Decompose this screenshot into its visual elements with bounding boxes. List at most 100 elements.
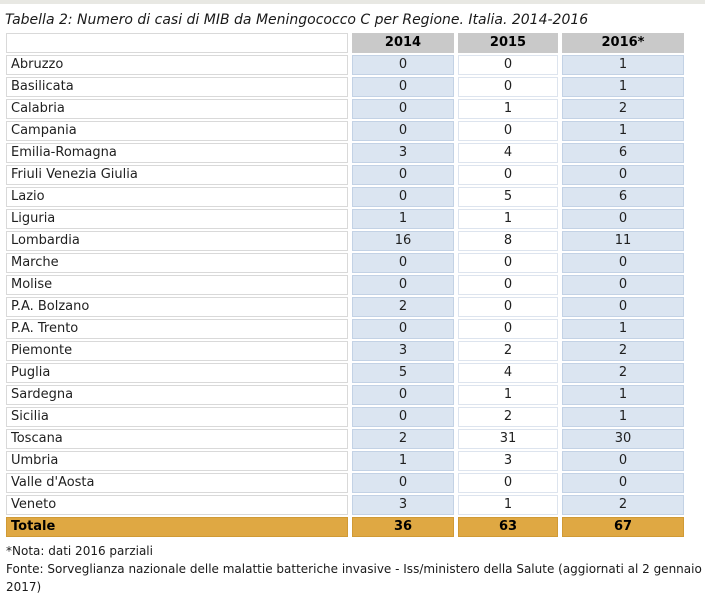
table-row: P.A. Bolzano 2 0 0: [6, 297, 684, 317]
value-cell-2014: 0: [352, 407, 454, 427]
value-cell-2015: 0: [458, 275, 558, 295]
table-row: Puglia 5 4 2: [6, 363, 684, 383]
region-cell: P.A. Trento: [6, 319, 348, 339]
table-row: Abruzzo 0 0 1: [6, 55, 684, 75]
value-cell-2016: 0: [562, 473, 684, 493]
region-cell: Sardegna: [6, 385, 348, 405]
value-cell-2014: 3: [352, 341, 454, 361]
cases-table: 2014 2015 2016* Abruzzo 0 0 1 Basilicata…: [2, 31, 688, 539]
region-cell: Veneto: [6, 495, 348, 515]
table-row: Basilicata 0 0 1: [6, 77, 684, 97]
table-row: Sicilia 0 2 1: [6, 407, 684, 427]
value-cell-2015: 31: [458, 429, 558, 449]
header-year-2016: 2016*: [562, 33, 684, 53]
value-cell-2016: 11: [562, 231, 684, 251]
value-cell-2016: 0: [562, 451, 684, 471]
table-row: Marche 0 0 0: [6, 253, 684, 273]
region-cell: Basilicata: [6, 77, 348, 97]
table-header-row: 2014 2015 2016*: [6, 33, 684, 53]
value-cell-2016: 2: [562, 341, 684, 361]
region-cell: Abruzzo: [6, 55, 348, 75]
value-cell-2014: 3: [352, 495, 454, 515]
total-value-2016: 67: [562, 517, 684, 537]
value-cell-2016: 6: [562, 143, 684, 163]
value-cell-2015: 5: [458, 187, 558, 207]
region-cell: Piemonte: [6, 341, 348, 361]
value-cell-2015: 3: [458, 451, 558, 471]
value-cell-2015: 0: [458, 165, 558, 185]
value-cell-2016: 0: [562, 165, 684, 185]
region-cell: Valle d'Aosta: [6, 473, 348, 493]
value-cell-2014: 5: [352, 363, 454, 383]
table-row: Lombardia 16 8 11: [6, 231, 684, 251]
region-cell: Puglia: [6, 363, 348, 383]
value-cell-2015: 0: [458, 55, 558, 75]
value-cell-2016: 1: [562, 55, 684, 75]
value-cell-2015: 1: [458, 209, 558, 229]
footnote-fonte: Fonte: Sorveglianza nazionale delle mala…: [6, 562, 702, 594]
region-cell: Toscana: [6, 429, 348, 449]
value-cell-2014: 0: [352, 473, 454, 493]
value-cell-2015: 0: [458, 319, 558, 339]
table-row: Valle d'Aosta 0 0 0: [6, 473, 684, 493]
value-cell-2014: 0: [352, 187, 454, 207]
value-cell-2015: 0: [458, 297, 558, 317]
table-row: Lazio 0 5 6: [6, 187, 684, 207]
table-row: Campania 0 0 1: [6, 121, 684, 141]
table-row: Sardegna 0 1 1: [6, 385, 684, 405]
total-value-2014: 36: [352, 517, 454, 537]
table-row: Piemonte 3 2 2: [6, 341, 684, 361]
value-cell-2016: 0: [562, 253, 684, 273]
value-cell-2014: 1: [352, 209, 454, 229]
value-cell-2014: 2: [352, 429, 454, 449]
table-row: Molise 0 0 0: [6, 275, 684, 295]
table-row: Friuli Venezia Giulia 0 0 0: [6, 165, 684, 185]
table-row: Emilia-Romagna 3 4 6: [6, 143, 684, 163]
window-top-edge: [0, 0, 705, 4]
region-cell: Lazio: [6, 187, 348, 207]
total-row: Totale 36 63 67: [6, 517, 684, 537]
value-cell-2014: 0: [352, 275, 454, 295]
value-cell-2015: 4: [458, 143, 558, 163]
value-cell-2015: 1: [458, 495, 558, 515]
value-cell-2016: 2: [562, 495, 684, 515]
value-cell-2014: 2: [352, 297, 454, 317]
value-cell-2015: 2: [458, 341, 558, 361]
value-cell-2014: 0: [352, 55, 454, 75]
footnotes: *Nota: dati 2016 parziali Fonte: Sorvegl…: [2, 539, 703, 596]
region-cell: Calabria: [6, 99, 348, 119]
value-cell-2016: 1: [562, 385, 684, 405]
value-cell-2016: 1: [562, 319, 684, 339]
region-cell: Campania: [6, 121, 348, 141]
value-cell-2016: 2: [562, 99, 684, 119]
value-cell-2014: 0: [352, 319, 454, 339]
value-cell-2014: 0: [352, 99, 454, 119]
value-cell-2016: 0: [562, 275, 684, 295]
region-cell: P.A. Bolzano: [6, 297, 348, 317]
footnote-nota: *Nota: dati 2016 parziali: [6, 544, 153, 558]
value-cell-2014: 1: [352, 451, 454, 471]
table-row: Calabria 0 1 2: [6, 99, 684, 119]
region-cell: Umbria: [6, 451, 348, 471]
value-cell-2015: 0: [458, 77, 558, 97]
table-row: P.A. Trento 0 0 1: [6, 319, 684, 339]
header-year-2014: 2014: [352, 33, 454, 53]
region-cell: Friuli Venezia Giulia: [6, 165, 348, 185]
table-row: Toscana 2 31 30: [6, 429, 684, 449]
value-cell-2016: 1: [562, 407, 684, 427]
value-cell-2016: 2: [562, 363, 684, 383]
region-cell: Molise: [6, 275, 348, 295]
value-cell-2016: 0: [562, 297, 684, 317]
table-body: Abruzzo 0 0 1 Basilicata 0 0 1 Calabria …: [6, 55, 684, 515]
value-cell-2015: 0: [458, 473, 558, 493]
region-cell: Marche: [6, 253, 348, 273]
value-cell-2014: 0: [352, 121, 454, 141]
table-title: Tabella 2: Numero di casi di MIB da Meni…: [5, 12, 589, 28]
value-cell-2015: 2: [458, 407, 558, 427]
value-cell-2016: 30: [562, 429, 684, 449]
value-cell-2015: 1: [458, 385, 558, 405]
table-foot: Totale 36 63 67: [6, 517, 684, 537]
header-year-2015: 2015: [458, 33, 558, 53]
value-cell-2014: 0: [352, 165, 454, 185]
value-cell-2015: 1: [458, 99, 558, 119]
